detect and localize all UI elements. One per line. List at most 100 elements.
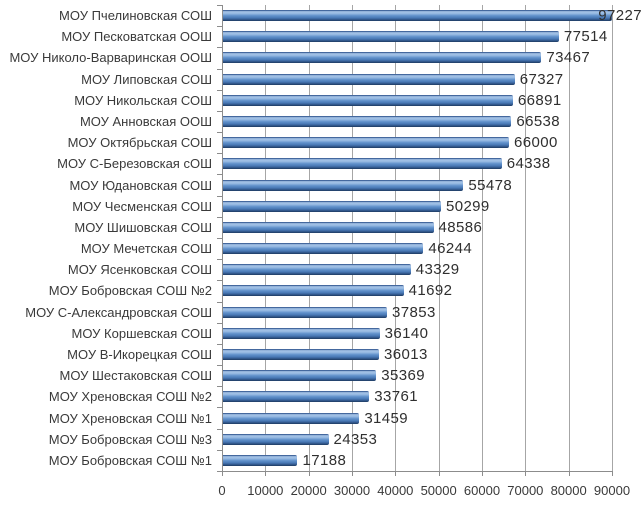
y-axis-tick [217, 216, 222, 218]
y-axis-tick [217, 153, 222, 155]
bar [223, 221, 434, 233]
vertical-gridline [612, 5, 613, 471]
category-label: МОУ Ясенковская СОШ [67, 262, 212, 278]
bar [223, 285, 404, 297]
value-label: 31459 [364, 409, 409, 427]
y-axis-tick [217, 259, 222, 261]
x-axis-tick [352, 471, 353, 476]
bar [223, 433, 329, 445]
vertical-gridline [352, 5, 353, 471]
y-axis-tick [217, 407, 222, 409]
y-axis-tick [217, 449, 222, 451]
x-axis-tick [612, 471, 613, 476]
vertical-gridline [482, 5, 483, 471]
value-label: 77514 [563, 28, 608, 46]
category-label: МОУ В-Икорецкая СОШ [67, 346, 212, 362]
y-axis-tick [217, 471, 222, 472]
vertical-gridline [395, 5, 397, 471]
value-label: 55478 [468, 176, 513, 194]
bar [223, 31, 559, 43]
x-axis-tick [482, 471, 483, 476]
x-axis-tick [525, 471, 527, 476]
bar [223, 10, 612, 22]
category-label: МОУ Шишовская СОШ [74, 219, 212, 235]
y-axis-tick [217, 132, 222, 134]
category-label: МОУ С-Александровская СОШ [25, 304, 212, 320]
category-label: МОУ Никольская СОШ [74, 92, 212, 108]
x-axis-tick-label: 40000 [377, 483, 414, 498]
bar [223, 158, 502, 170]
category-label: МОУ Анновская ООШ [79, 113, 212, 129]
x-axis-tick [308, 471, 310, 476]
y-axis-tick [217, 386, 222, 388]
bar [223, 306, 388, 318]
x-axis-tick-label: 60000 [463, 483, 501, 498]
x-axis-tick-label: 30000 [333, 483, 371, 498]
category-label: МОУ Мечетская СОШ [80, 241, 212, 257]
value-label: 35369 [381, 367, 425, 385]
bar [223, 349, 380, 360]
category-label: МОУ Юдановская СОШ [69, 177, 212, 193]
value-label: 46244 [428, 240, 473, 258]
x-axis-tick-label: 80000 [550, 483, 587, 498]
y-axis-tick [217, 68, 222, 70]
x-axis-tick-label: 50000 [420, 483, 457, 498]
category-label: МОУ Чесменская СОШ [72, 198, 212, 214]
value-label: 66000 [514, 134, 558, 152]
value-label: 64338 [506, 155, 551, 173]
bar [223, 391, 370, 403]
y-axis-tick [217, 89, 222, 91]
value-label: 66538 [516, 113, 561, 130]
category-label: МОУ Песковатская ООШ [61, 29, 212, 45]
x-axis-tick [438, 471, 440, 476]
y-axis-line [222, 5, 223, 471]
y-axis-tick [217, 5, 222, 6]
vertical-gridline [265, 5, 267, 471]
y-axis-tick [217, 365, 222, 367]
y-axis-tick [217, 343, 222, 345]
vertical-gridline [308, 5, 310, 471]
x-axis-tick-label: 90000 [593, 483, 631, 498]
bar [223, 454, 298, 466]
y-axis-tick [217, 280, 222, 282]
category-label: МОУ Бобровская СОШ №2 [48, 283, 212, 299]
bar [223, 412, 360, 424]
bar [223, 116, 512, 127]
bar [223, 370, 377, 382]
category-label: МОУ Октябрьская СОШ [67, 135, 212, 151]
value-label: 67327 [519, 70, 564, 88]
x-axis-tick-label: 70000 [507, 483, 544, 498]
bar [223, 243, 424, 255]
value-label: 97227 [598, 7, 642, 25]
y-axis-tick [217, 428, 222, 430]
bar [223, 137, 509, 149]
x-axis-tick [222, 471, 223, 476]
bar [223, 52, 542, 64]
x-axis-tick [568, 471, 570, 476]
bar [223, 200, 441, 212]
bar [223, 179, 464, 191]
x-axis-line [222, 471, 612, 472]
category-label: МОУ Коршевская СОШ [71, 325, 212, 341]
category-label: МОУ Хреновская СОШ №2 [48, 389, 212, 405]
value-label: 41692 [408, 282, 453, 300]
y-axis-tick [217, 174, 222, 176]
bar [223, 94, 513, 106]
value-label: 33761 [374, 388, 419, 406]
category-label: МОУ Пчелиновская СОШ [59, 8, 212, 24]
x-axis-tick-label: 10000 [247, 483, 284, 498]
value-label: 66891 [517, 91, 562, 109]
y-axis-tick [217, 301, 222, 303]
value-label: 43329 [415, 261, 460, 279]
y-axis-tick [217, 110, 222, 112]
category-label: МОУ Липовская СОШ [81, 71, 212, 87]
x-axis-tick-label: 0 [218, 483, 226, 498]
value-label: 73467 [546, 49, 591, 67]
value-label: 17188 [302, 451, 347, 469]
value-label: 24353 [333, 430, 378, 448]
vertical-gridline [438, 5, 440, 471]
y-axis-tick [217, 26, 222, 28]
category-label: МОУ Бобровская СОШ №1 [48, 452, 212, 468]
category-label: МОУ Хреновская СОШ №1 [48, 410, 212, 426]
